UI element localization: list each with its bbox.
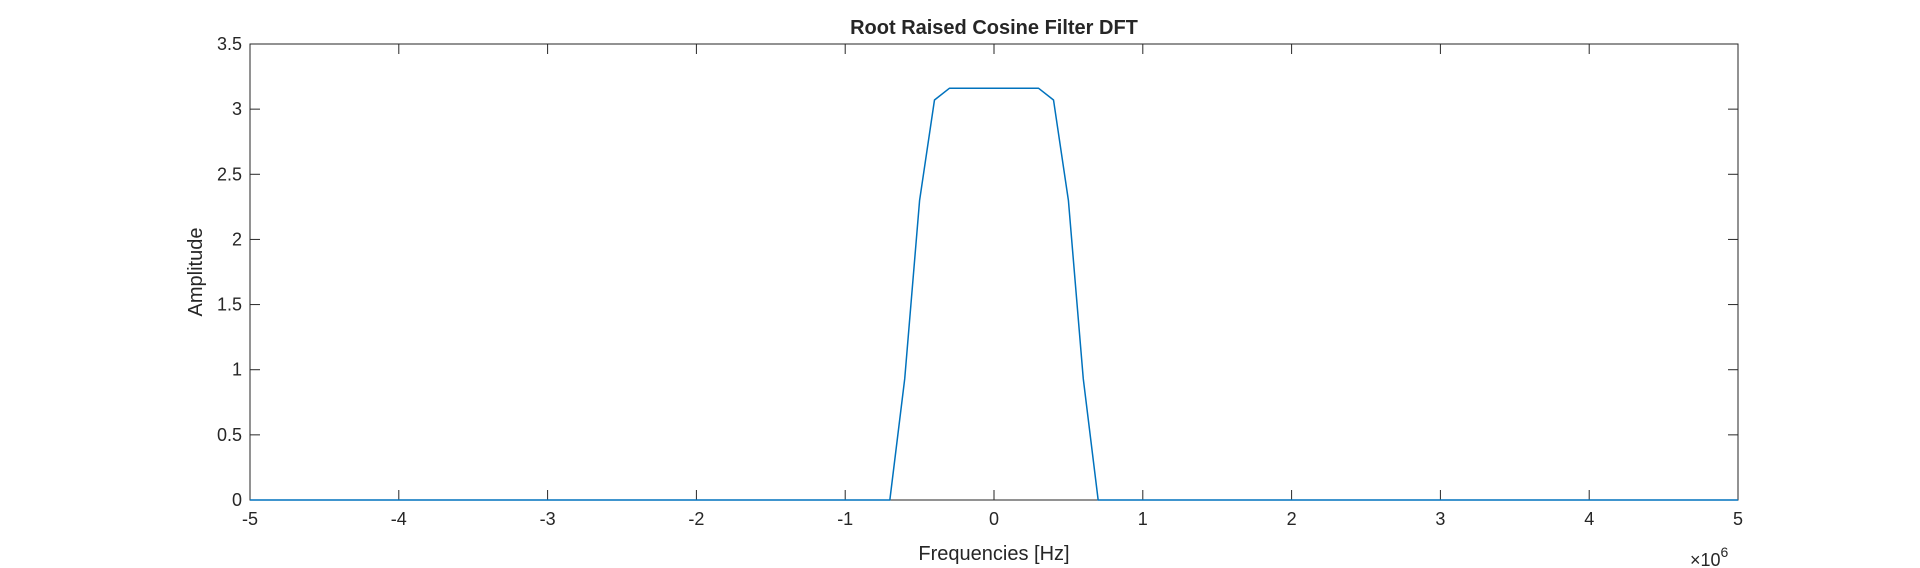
x-tick-label: 0	[989, 509, 999, 529]
x-tick-label: 4	[1584, 509, 1594, 529]
y-tick-label: 2.5	[217, 164, 242, 184]
x-tick-label: 5	[1733, 509, 1743, 529]
y-tick-label: 1.5	[217, 295, 242, 315]
svg-text:×106: ×106	[1690, 544, 1729, 568]
plot-area	[249, 43, 1739, 501]
tick-labels: -5 -4 -3 -2 -1 0 1 2 3 4 5 0 0.5 1 1.5 2 2.5 3 3.5	[217, 34, 1743, 529]
x-tick-label: 2	[1287, 509, 1297, 529]
y-tick-label: 3	[232, 99, 242, 119]
y-tick-label: 0.5	[217, 425, 242, 445]
x-tick-label: -4	[391, 509, 407, 529]
ticks	[249, 43, 1739, 501]
x-tick-label: -3	[540, 509, 556, 529]
x-multiplier-base: ×10	[1690, 550, 1721, 568]
y-tick-label: 0	[232, 490, 242, 510]
y-tick-label: 3.5	[217, 34, 242, 54]
y-tick-label: 1	[232, 360, 242, 380]
x-tick-label: -2	[688, 509, 704, 529]
series-line	[250, 87, 1738, 501]
x-multiplier-exponent: 6	[1721, 544, 1729, 560]
x-tick-label: -5	[242, 509, 258, 529]
y-axis-label: Amplitude	[185, 228, 207, 317]
x-tick-label: 3	[1435, 509, 1445, 529]
y-tick-label: 2	[232, 229, 242, 249]
x-axis-multiplier: ×106	[1690, 544, 1729, 568]
x-tick-label: 1	[1138, 509, 1148, 529]
chart-title: Root Raised Cosine Filter DFT	[850, 17, 1138, 39]
x-tick-label: -1	[837, 509, 853, 529]
x-axis-label: Frequencies [Hz]	[918, 543, 1069, 565]
